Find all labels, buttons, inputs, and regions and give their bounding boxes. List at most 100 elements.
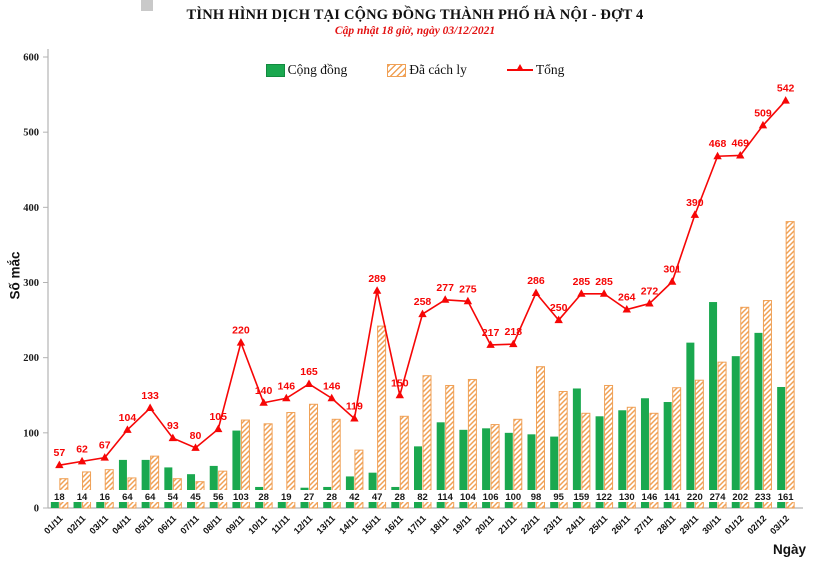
svg-text:264: 264 [618, 292, 636, 304]
svg-text:45: 45 [190, 492, 201, 503]
svg-text:29/11: 29/11 [678, 513, 701, 536]
svg-text:95: 95 [553, 492, 564, 503]
svg-text:54: 54 [168, 492, 179, 503]
svg-text:02/11: 02/11 [65, 513, 88, 536]
svg-text:301: 301 [663, 264, 681, 276]
svg-text:24/11: 24/11 [564, 513, 587, 536]
bar-value-labels: 18 14 16 64 64 54 45 56 103 28 19 27 28 42 47 28 82 114 10… [49, 490, 796, 503]
quarantined-swatch-icon [387, 63, 407, 77]
svg-text:286: 286 [527, 275, 545, 287]
svg-text:400: 400 [23, 203, 39, 214]
legend-item-community: Cộng đồng [265, 62, 348, 78]
svg-text:140: 140 [255, 385, 273, 397]
svg-text:104: 104 [460, 492, 477, 503]
gray-artifact [141, 0, 153, 11]
legend-total-label: Tổng [535, 62, 565, 77]
svg-text:509: 509 [754, 107, 772, 119]
total-line-series: 57 62 67 104 133 93 80 105 220 140 146 165 146 119 289… [54, 83, 795, 469]
community-swatch-icon [265, 63, 285, 77]
svg-text:22/11: 22/11 [519, 513, 542, 536]
svg-text:47: 47 [372, 492, 383, 503]
svg-text:500: 500 [23, 128, 39, 139]
svg-text:14/11: 14/11 [337, 513, 360, 536]
svg-text:19: 19 [281, 492, 292, 503]
svg-text:01/11: 01/11 [42, 513, 65, 536]
svg-text:93: 93 [167, 420, 179, 432]
svg-text:28: 28 [258, 492, 269, 503]
svg-text:100: 100 [23, 428, 39, 439]
svg-text:28: 28 [326, 492, 337, 503]
svg-text:200: 200 [23, 353, 39, 364]
svg-text:106: 106 [483, 492, 499, 503]
legend-community-label: Cộng đồng [287, 62, 348, 77]
svg-text:20/11: 20/11 [473, 513, 496, 536]
svg-text:09/11: 09/11 [224, 513, 247, 536]
svg-text:15/11: 15/11 [360, 513, 383, 536]
x-axis-title: Ngày [772, 542, 806, 557]
svg-text:277: 277 [436, 282, 454, 294]
svg-text:119: 119 [346, 401, 363, 413]
svg-text:274: 274 [710, 492, 727, 503]
svg-text:100: 100 [505, 492, 521, 503]
svg-text:12/11: 12/11 [292, 513, 315, 536]
svg-text:146: 146 [642, 492, 658, 503]
svg-text:80: 80 [190, 430, 202, 442]
svg-text:114: 114 [438, 492, 454, 503]
svg-text:18/11: 18/11 [428, 513, 451, 536]
svg-text:285: 285 [595, 276, 613, 288]
svg-text:28: 28 [395, 492, 406, 503]
svg-text:18: 18 [54, 492, 65, 503]
svg-text:220: 220 [232, 325, 250, 337]
svg-text:542: 542 [777, 83, 795, 95]
svg-text:233: 233 [755, 492, 771, 503]
svg-text:64: 64 [122, 492, 133, 503]
svg-text:30/11: 30/11 [700, 513, 723, 536]
svg-text:02/12: 02/12 [745, 513, 768, 536]
svg-text:64: 64 [145, 492, 156, 503]
svg-text:285: 285 [573, 276, 591, 288]
svg-text:272: 272 [641, 286, 659, 298]
svg-text:01/12: 01/12 [723, 513, 746, 536]
svg-text:146: 146 [323, 380, 341, 392]
legend-item-total: Tổng [506, 62, 565, 78]
svg-text:600: 600 [23, 53, 39, 64]
svg-text:16/11: 16/11 [383, 513, 406, 536]
total-line-icon [506, 64, 533, 71]
svg-text:165: 165 [300, 366, 318, 378]
triangle-marker-icon [515, 64, 524, 71]
svg-text:130: 130 [619, 492, 635, 503]
svg-text:06/11: 06/11 [156, 513, 179, 536]
svg-text:390: 390 [686, 197, 704, 209]
svg-text:04/11: 04/11 [110, 513, 133, 536]
svg-text:21/11: 21/11 [496, 513, 519, 536]
svg-text:159: 159 [573, 492, 589, 503]
svg-text:28/11: 28/11 [655, 513, 678, 536]
svg-text:122: 122 [596, 492, 612, 503]
svg-text:08/11: 08/11 [201, 513, 224, 536]
svg-text:98: 98 [531, 492, 542, 503]
svg-text:275: 275 [459, 283, 477, 295]
svg-text:26/11: 26/11 [610, 513, 633, 536]
svg-text:220: 220 [687, 492, 703, 503]
svg-text:42: 42 [349, 492, 360, 503]
chart-subtitle: Cập nhật 18 giờ, ngày 03/12/2021 [334, 25, 496, 37]
svg-text:56: 56 [213, 492, 224, 503]
svg-text:289: 289 [368, 273, 386, 285]
svg-text:300: 300 [23, 278, 39, 289]
svg-text:14: 14 [77, 492, 88, 503]
svg-text:469: 469 [731, 137, 749, 149]
svg-text:133: 133 [141, 390, 159, 402]
chart-title: TÌNH HÌNH DỊCH TẠI CỘNG ĐỒNG THÀNH PHỐ H… [186, 7, 644, 23]
svg-text:103: 103 [233, 492, 249, 503]
svg-text:27: 27 [304, 492, 315, 503]
svg-text:150: 150 [391, 377, 409, 389]
svg-text:16: 16 [99, 492, 110, 503]
legend-quarantined-label: Đã cách ly [409, 62, 467, 77]
svg-text:05/11: 05/11 [133, 513, 156, 536]
svg-text:250: 250 [550, 302, 568, 314]
svg-text:57: 57 [54, 447, 66, 459]
svg-text:62: 62 [76, 443, 88, 455]
x-axis-date-labels: 01/11 02/11 03/11 04/11 05/11 06/11 07/11 08/11… [42, 513, 791, 536]
